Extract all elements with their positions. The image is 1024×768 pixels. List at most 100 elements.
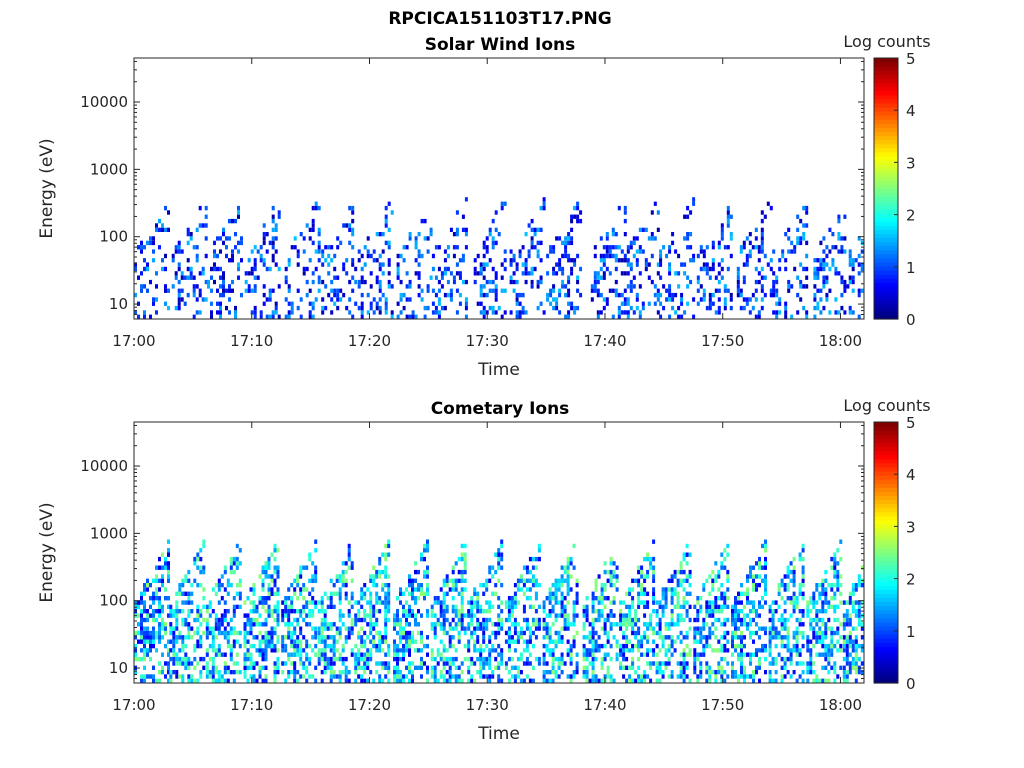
- spectrogram-cell: [614, 245, 618, 250]
- spectrogram-cell: [603, 626, 607, 631]
- spectrogram-cell: [757, 258, 761, 263]
- spectrogram-cell: [799, 218, 803, 224]
- spectrogram-cell: [252, 622, 256, 627]
- spectrogram-cell: [752, 678, 755, 683]
- colorbar-band: [874, 290, 898, 296]
- spectrogram-cell: [217, 678, 221, 683]
- spectrogram-cell: [436, 596, 440, 601]
- spectrogram-cell: [494, 583, 498, 588]
- spectrogram-cell: [554, 591, 558, 596]
- spectrogram-cell: [434, 245, 438, 250]
- spectrogram-cell: [566, 587, 570, 592]
- spectrogram-cell: [184, 578, 188, 583]
- spectrogram-cell: [244, 288, 248, 293]
- spectrogram-cell: [806, 613, 810, 618]
- spectrogram-cell: [420, 665, 423, 670]
- spectrogram-cell: [426, 587, 429, 592]
- spectrogram-cell: [619, 665, 623, 670]
- spectrogram-cell: [646, 591, 650, 596]
- x-tick-label: 17:30: [466, 696, 509, 714]
- spectrogram-cell: [202, 665, 206, 670]
- spectrogram-cell: [830, 604, 834, 609]
- spectrogram-cell: [789, 569, 793, 575]
- spectrogram-cell: [467, 626, 471, 631]
- spectrogram-cell: [172, 656, 176, 662]
- spectrogram-cell: [821, 678, 825, 683]
- spectrogram-cell: [737, 626, 740, 631]
- spectrogram-cell: [158, 626, 161, 631]
- spectrogram-cell: [293, 652, 297, 657]
- spectrogram-cell: [573, 305, 577, 311]
- spectrogram-cell: [522, 609, 526, 614]
- spectrogram-cell: [344, 626, 348, 631]
- spectrogram-cell: [451, 569, 455, 575]
- spectrogram-cell: [582, 635, 586, 640]
- spectrogram-cell: [158, 639, 161, 644]
- spectrogram-cell: [470, 656, 474, 662]
- colorbar-band: [874, 536, 898, 541]
- spectrogram-cell: [507, 635, 511, 640]
- colorbar-band: [874, 306, 898, 312]
- spectrogram-cell: [740, 635, 743, 640]
- colorbar-band: [874, 241, 898, 247]
- spectrogram-cell: [213, 262, 216, 267]
- spectrogram-cell: [758, 665, 761, 670]
- spectrogram-cell: [290, 643, 294, 649]
- spectrogram-cell: [211, 635, 215, 640]
- spectrogram-cell: [467, 678, 471, 683]
- spectrogram-cell: [270, 552, 274, 557]
- spectrogram-cell: [384, 635, 388, 640]
- spectrogram-cell: [433, 626, 437, 631]
- spectrogram-cell: [354, 301, 358, 306]
- spectrogram-cell: [430, 648, 434, 653]
- spectrogram-cell: [600, 656, 604, 662]
- spectrogram-cell: [731, 665, 734, 670]
- spectrogram-cell: [720, 227, 724, 232]
- spectrogram-cell: [235, 565, 239, 570]
- spectrogram-cell: [518, 310, 522, 315]
- spectrogram-cell: [685, 574, 689, 579]
- spectrogram-cell: [396, 670, 399, 675]
- spectrogram-cell: [603, 643, 607, 649]
- spectrogram-cell: [836, 548, 840, 553]
- spectrogram-cell: [563, 613, 567, 618]
- spectrogram-cell: [646, 556, 650, 562]
- spectrogram-cell: [338, 600, 342, 605]
- spectrogram-cell: [702, 266, 706, 272]
- spectrogram-cell: [816, 305, 820, 311]
- spectrogram-cell: [234, 305, 237, 311]
- spectrogram-cell: [539, 258, 543, 263]
- spectrogram-cell: [573, 310, 577, 315]
- spectrogram-cell: [824, 665, 828, 670]
- spectrogram-cell: [516, 656, 520, 662]
- spectrogram-cell: [708, 297, 712, 302]
- spectrogram-cell: [539, 301, 543, 306]
- spectrogram-cell: [622, 600, 626, 605]
- spectrogram-cell: [178, 674, 182, 679]
- spectrogram-cell: [842, 622, 846, 627]
- spectrogram-cell: [688, 678, 692, 683]
- spectrogram-cell: [685, 643, 689, 649]
- spectrogram-cell: [806, 661, 810, 666]
- spectrogram-cell: [857, 609, 861, 614]
- spectrogram-cell: [414, 245, 418, 250]
- spectrogram-cell: [513, 678, 517, 683]
- spectrogram-cell: [507, 630, 511, 636]
- spectrogram-cell: [500, 622, 504, 627]
- spectrogram-cell: [317, 240, 321, 246]
- spectrogram-cell: [341, 561, 345, 566]
- spectrogram-cell: [842, 635, 846, 640]
- spectrogram-cell: [284, 600, 288, 605]
- spectrogram-cell: [737, 643, 740, 649]
- spectrogram-cell: [461, 253, 465, 259]
- spectrogram-cell: [702, 635, 706, 640]
- spectrogram-cell: [454, 674, 458, 679]
- spectrogram-cell: [408, 604, 411, 609]
- spectrogram-cell: [363, 617, 367, 623]
- spectrogram-cell: [799, 284, 803, 289]
- spectrogram-cell: [848, 279, 852, 285]
- spectrogram-cell: [338, 674, 342, 679]
- spectrogram-cell: [264, 635, 268, 640]
- spectrogram-cell: [296, 622, 300, 627]
- spectrogram-cell: [460, 613, 464, 618]
